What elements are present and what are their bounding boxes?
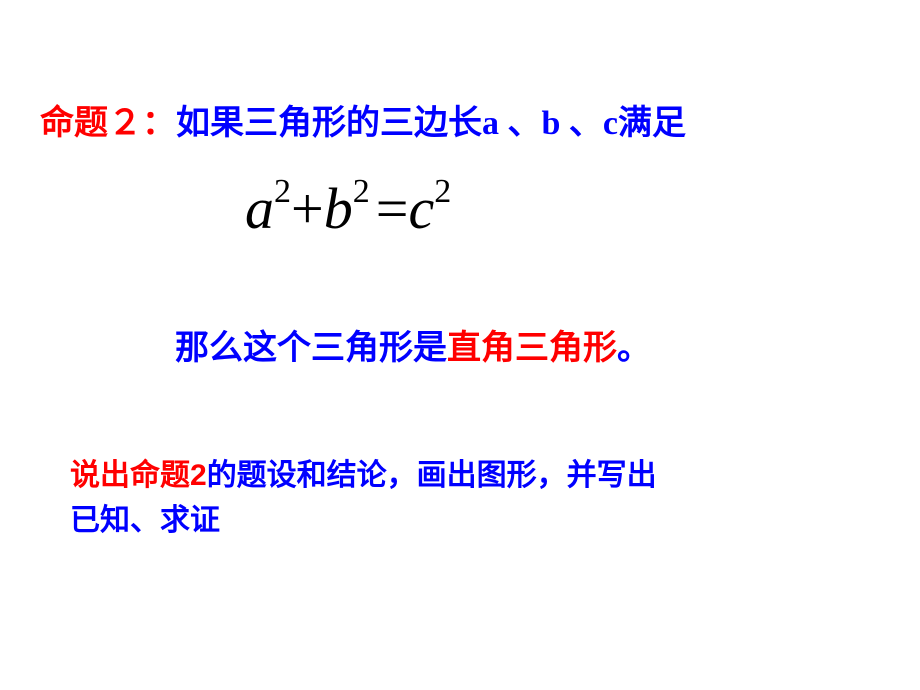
conclusion-highlight: 直角三角形: [447, 330, 617, 367]
exp-c: 2: [434, 173, 451, 210]
var-b: b: [324, 176, 353, 241]
plus-sign: +: [291, 176, 324, 241]
var-a: a: [245, 176, 274, 241]
instruction-num: 2: [190, 459, 207, 492]
instruction-line1: 说出命题2的题设和结论，画出图形，并写出: [70, 450, 657, 494]
exp-a: 2: [274, 173, 291, 210]
proposition-conclusion: 那么这个三角形是直角三角形。: [175, 320, 651, 369]
proposition-heading: 命题２：如果三角形的三边长a 、b 、c满足: [40, 95, 686, 144]
pythagorean-formula: a2+b2=c2: [245, 175, 451, 242]
proposition-label: 命题２：: [40, 105, 176, 142]
proposition-condition: 如果三角形的三边长a 、b 、c满足: [176, 105, 686, 142]
instruction-red: 说出命题: [70, 459, 190, 492]
conclusion-suffix: 。: [617, 330, 651, 367]
exp-b: 2: [353, 173, 370, 210]
instruction-blue1: 的题设和结论，画出图形，并写出: [207, 459, 657, 492]
instruction-blue2: 已知、求证: [70, 504, 220, 537]
var-c: c: [408, 176, 434, 241]
instruction-line2: 已知、求证: [70, 495, 220, 539]
conclusion-prefix: 那么这个三角形是: [175, 330, 447, 367]
equals-sign: =: [376, 176, 409, 241]
